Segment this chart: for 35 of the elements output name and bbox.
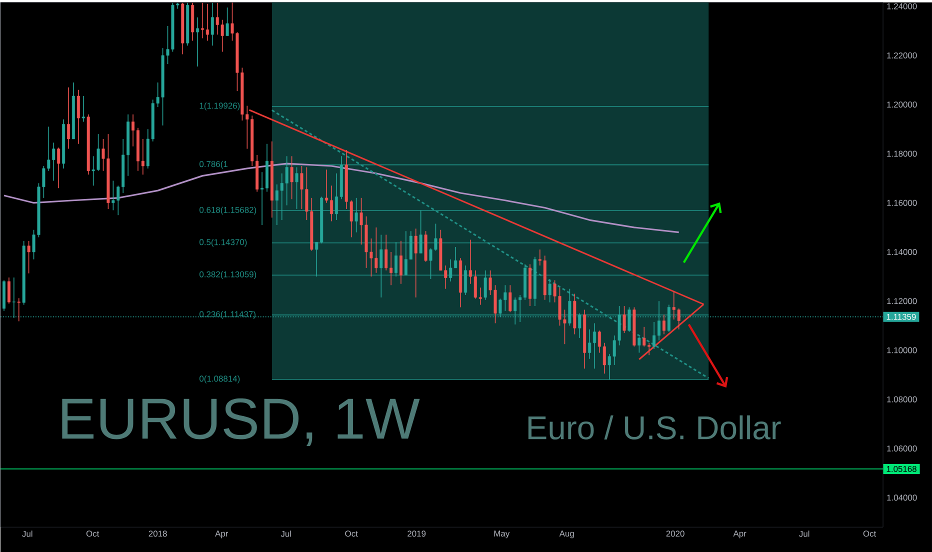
y-tick-label: 1.24000: [887, 3, 917, 10]
x-tick-label: Oct: [86, 530, 100, 537]
x-tick-label: 2020: [666, 530, 684, 537]
x-tick-label: Jul: [22, 530, 32, 537]
x-tick-label: Aug: [559, 530, 574, 538]
x-tick-label: Jul: [280, 530, 291, 537]
x-tick-label: May: [494, 530, 510, 538]
text: EURUSD, 1W: [62, 398, 420, 446]
x-tick-label: Apr: [215, 530, 228, 538]
y-tick-label: 1.22000: [887, 52, 917, 58]
ref-line-label: 1.11359: [886, 314, 916, 320]
y-tick-label: 1.08000: [887, 396, 917, 402]
y-tick-label: 1.06000: [887, 445, 917, 452]
y-tick-label: 1.18000: [887, 150, 917, 157]
y-tick-label: 1.10000: [887, 347, 917, 354]
ref-line-label: 0.5(1.14370): [200, 238, 247, 247]
text: Euro / U.S. Dollar: [528, 415, 781, 440]
x-tick-label: Jul: [799, 530, 810, 537]
ref-line-label: 1(1.19926): [200, 102, 240, 110]
x-tick-label: 2019: [408, 530, 426, 537]
y-tick-label: 1.16000: [887, 200, 917, 206]
y-tick-label: 1.20000: [887, 102, 917, 108]
ref-line-label: 0.236(1.11437): [200, 310, 256, 319]
x-tick-label: 2018: [148, 530, 167, 537]
ref-line-label: 0.786(1: [200, 160, 228, 169]
x-tick-label: Oct: [345, 530, 358, 537]
ref-line-label: 0.618(1.15682): [200, 206, 256, 215]
y-tick-label: 1.12000: [887, 298, 917, 304]
ref-line-label: 1.05168: [886, 466, 916, 472]
ref-line-label: 0.382(1.13059): [200, 271, 256, 279]
y-tick-label: 1.14000: [887, 248, 917, 255]
y-tick-label: 1.04000: [887, 494, 917, 501]
x-tick-label: Apr: [733, 530, 746, 538]
ref-line-label: 0(1.08814): [200, 375, 240, 384]
x-tick-label: Oct: [863, 530, 876, 537]
